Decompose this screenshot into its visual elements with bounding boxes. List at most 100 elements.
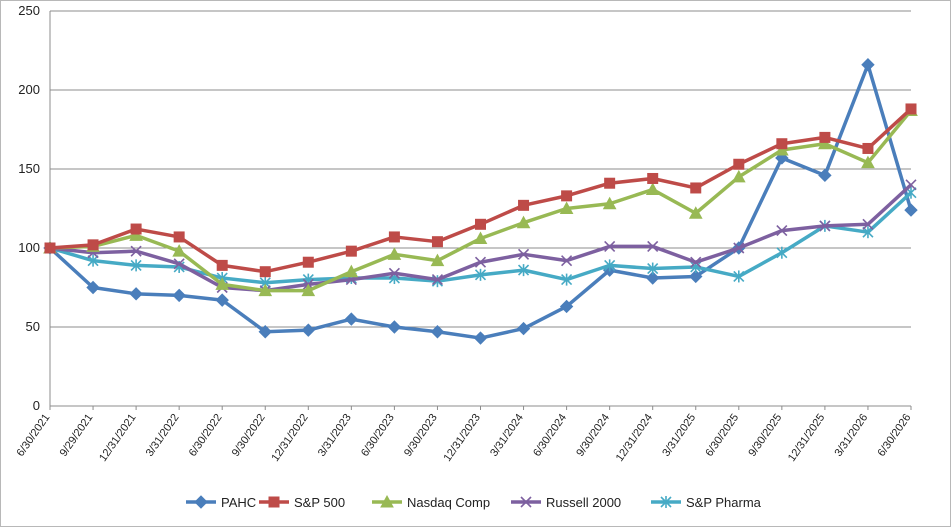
x-tick-label: 9/30/2025: [746, 412, 784, 459]
square-marker: [388, 231, 400, 243]
legend-item: Nasdaq Comp: [372, 494, 490, 510]
x-marker-stroke: [862, 218, 874, 230]
star-marker: [517, 264, 530, 277]
diamond-marker: [387, 320, 402, 334]
triangle-marker: [602, 196, 617, 210]
x-marker: [819, 220, 831, 232]
x-marker: [604, 240, 616, 252]
square-marker: [561, 190, 573, 202]
legend-label: S&P 500: [294, 495, 345, 510]
diamond-marker: [86, 280, 100, 295]
x-tick-label: 9/30/2023: [402, 412, 440, 459]
triangle-marker: [430, 253, 445, 267]
triangle-marker: [473, 231, 488, 245]
x-tick-label: 6/30/2022: [187, 412, 225, 459]
star-marker: [87, 254, 99, 267]
diamond-marker: [904, 203, 918, 217]
y-tick-label: 50: [26, 319, 40, 334]
square-marker: [690, 182, 702, 194]
triangle-marker: [172, 244, 186, 257]
x-marker-stroke: [733, 242, 745, 254]
x-marker: [647, 240, 659, 252]
square-marker: [518, 199, 530, 211]
x-marker: [690, 256, 702, 268]
x-marker-stroke: [905, 179, 917, 191]
x-marker-stroke: [130, 245, 142, 257]
x-tick-label: 12/31/2021: [97, 412, 138, 464]
y-tick-label: 100: [18, 240, 40, 255]
x-marker: [431, 274, 444, 286]
x-tick-label: 9/29/2021: [58, 412, 96, 459]
diamond-marker: [559, 299, 574, 314]
x-tick-label: 6/30/2021: [15, 412, 53, 459]
diamond-marker: [215, 293, 229, 307]
diamond-marker: [818, 168, 832, 183]
x-marker-stroke: [647, 240, 659, 252]
x-marker: [862, 218, 874, 230]
x-marker: [130, 245, 142, 257]
series-lines: [43, 58, 918, 345]
x-tick-label: 9/30/2022: [230, 412, 268, 459]
diamond-marker: [516, 321, 531, 336]
diamond-marker: [344, 312, 359, 326]
triangle-marker: [344, 264, 359, 278]
diamond-marker: [194, 495, 208, 509]
star-marker: [604, 259, 616, 272]
triangle-marker: [775, 142, 789, 156]
square-marker: [87, 239, 99, 251]
triangle-marker: [380, 494, 394, 508]
square-marker: [431, 236, 443, 248]
star-marker: [776, 246, 788, 259]
legend-item: PAHC: [186, 495, 256, 510]
star-marker: [647, 262, 659, 275]
x-tick-label: 12/31/2023: [442, 412, 483, 464]
square-marker: [647, 172, 659, 184]
triangle-marker: [559, 201, 574, 214]
diamond-marker: [861, 58, 875, 72]
square-marker: [905, 103, 917, 115]
legend-label: PAHC: [221, 495, 256, 510]
x-marker: [388, 267, 400, 279]
x-marker-stroke: [520, 496, 532, 508]
x-tick-label: 6/30/2024: [531, 412, 569, 459]
axes: [49, 11, 912, 410]
triangle-marker: [818, 136, 832, 150]
x-tick-label: 3/31/2023: [316, 412, 354, 459]
square-marker: [259, 266, 271, 278]
diamond-marker: [473, 331, 488, 345]
star-marker: [733, 270, 745, 283]
square-marker: [862, 142, 874, 154]
star-marker: [474, 268, 487, 281]
x-marker: [776, 225, 788, 237]
x-marker-stroke: [690, 256, 702, 268]
square-marker: [130, 223, 142, 235]
x-marker-stroke: [173, 258, 185, 270]
diamond-marker: [645, 271, 660, 285]
legend: PAHC S&P 500 Nasdaq Comp Russell 2000 S&P Ph…: [186, 494, 762, 510]
x-marker-stroke: [776, 225, 788, 237]
triangle-marker: [215, 277, 230, 290]
triangle-marker: [645, 182, 660, 196]
square-marker: [819, 131, 831, 143]
x-marker: [733, 242, 745, 254]
legend-item: Russell 2000: [511, 495, 621, 510]
square-marker: [475, 218, 486, 230]
x-marker-stroke: [388, 267, 400, 279]
x-tick-label: 6/30/2023: [359, 412, 397, 459]
diamond-marker: [689, 269, 703, 284]
triangle-marker: [387, 247, 402, 260]
triangle-marker: [301, 283, 316, 297]
square-marker: [345, 245, 357, 257]
x-marker: [520, 496, 532, 508]
triangle-marker: [258, 283, 273, 297]
x-tick-label: 12/31/2025: [786, 412, 827, 464]
series-russell-2000: [44, 179, 917, 297]
x-tick-label: 3/31/2024: [488, 412, 526, 459]
x-marker: [561, 255, 573, 267]
x-marker-stroke: [819, 220, 831, 232]
diamond-marker: [430, 325, 445, 339]
diamond-marker: [301, 323, 316, 337]
series-s-p-500: [44, 103, 917, 278]
series-nasdaq-comp: [43, 103, 918, 297]
